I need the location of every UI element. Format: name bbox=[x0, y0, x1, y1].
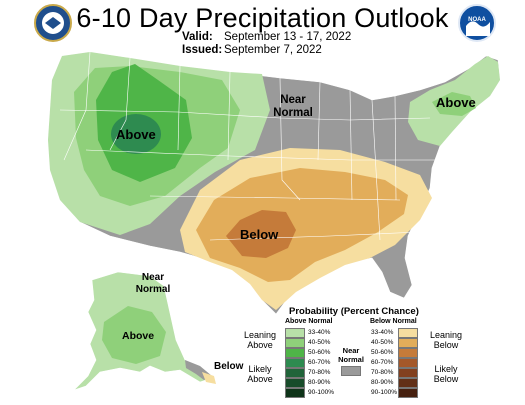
legend-likely-above: Likely Above bbox=[247, 364, 273, 384]
above-40-50-northeast bbox=[432, 92, 476, 116]
noaa-wave-icon bbox=[466, 21, 490, 36]
label-below-southeast-alaska: Below bbox=[214, 361, 244, 372]
legend-below-label: 50-60% bbox=[371, 349, 394, 356]
alaska-above-40-50 bbox=[102, 306, 166, 364]
legend-below-label: 40-50% bbox=[371, 339, 394, 346]
legend-above-swatch bbox=[285, 358, 305, 368]
legend-above-label: 33-40% bbox=[308, 329, 331, 336]
label-below-plains: Below bbox=[240, 227, 279, 242]
legend-below-swatch bbox=[398, 388, 418, 398]
valid-label: Valid: bbox=[182, 31, 213, 43]
department-seal-logo bbox=[34, 4, 72, 42]
eagle-icon bbox=[42, 12, 64, 34]
label-above-northeast: Above bbox=[436, 95, 476, 110]
issued-row: Issued: September 7, 2022 bbox=[182, 44, 351, 57]
legend-above-label: 40-50% bbox=[308, 339, 331, 346]
issued-value: September 7, 2022 bbox=[224, 44, 322, 56]
legend-below-label: 33-40% bbox=[371, 329, 394, 336]
legend-leaning-below: Leaning Below bbox=[429, 330, 463, 350]
valid-row: Valid: September 13 - 17, 2022 bbox=[182, 31, 351, 44]
legend-near-normal-label: Near Normal bbox=[338, 346, 364, 364]
date-block: Valid: September 13 - 17, 2022 Issued: Sep… bbox=[182, 31, 351, 57]
legend-below-header: Below Normal bbox=[370, 318, 417, 325]
alaska-panhandle-below bbox=[202, 372, 216, 384]
label-near-normal-alaska: Near Normal bbox=[135, 272, 171, 295]
legend-likely-below: Likely Below bbox=[433, 364, 459, 384]
noaa-logo-text: NOAA bbox=[468, 17, 486, 23]
legend-below-swatch bbox=[398, 338, 418, 348]
legend-title: Probability (Percent Chance) bbox=[289, 306, 419, 317]
valid-value: September 13 - 17, 2022 bbox=[224, 31, 352, 43]
label-near-normal-center: Near Normal bbox=[273, 94, 313, 119]
label-above-alaska: Above bbox=[122, 330, 155, 342]
legend-above-swatch bbox=[285, 348, 305, 358]
legend-above-header: Above Normal bbox=[285, 318, 333, 325]
legend-above-label: 80-90% bbox=[308, 379, 331, 386]
issued-label: Issued: bbox=[182, 44, 223, 56]
legend-below-label: 60-70% bbox=[371, 359, 394, 366]
legend-near-normal-swatch bbox=[341, 366, 361, 376]
legend-above-label: 90-100% bbox=[308, 389, 335, 396]
legend-below-swatch bbox=[398, 358, 418, 368]
above-60-70-west bbox=[111, 114, 161, 154]
legend-above-swatch bbox=[285, 378, 305, 388]
legend-below-swatch bbox=[398, 348, 418, 358]
legend-below-label: 70-80% bbox=[371, 369, 394, 376]
legend-above-swatch bbox=[285, 388, 305, 398]
legend-above-label: 50-60% bbox=[308, 349, 331, 356]
legend-leaning-above: Leaning Above bbox=[243, 330, 277, 350]
page-title: 6-10 Day Precipitation Outlook bbox=[76, 3, 449, 33]
below-50-60-plains bbox=[226, 210, 296, 258]
legend-below-swatch bbox=[398, 378, 418, 388]
legend-above-label: 70-80% bbox=[308, 369, 331, 376]
state-borders bbox=[59, 51, 440, 241]
legend-above-label: 60-70% bbox=[308, 359, 331, 366]
label-above-west: Above bbox=[116, 127, 156, 142]
legend-below-label: 90-100% bbox=[371, 389, 398, 396]
legend-above-swatch bbox=[285, 328, 305, 338]
noaa-logo: NOAA bbox=[458, 4, 496, 42]
legend-below-label: 80-90% bbox=[371, 379, 394, 386]
legend-above-swatch bbox=[285, 338, 305, 348]
legend-below-swatch bbox=[398, 328, 418, 338]
legend-below-swatch bbox=[398, 368, 418, 378]
legend-above-swatch bbox=[285, 368, 305, 378]
